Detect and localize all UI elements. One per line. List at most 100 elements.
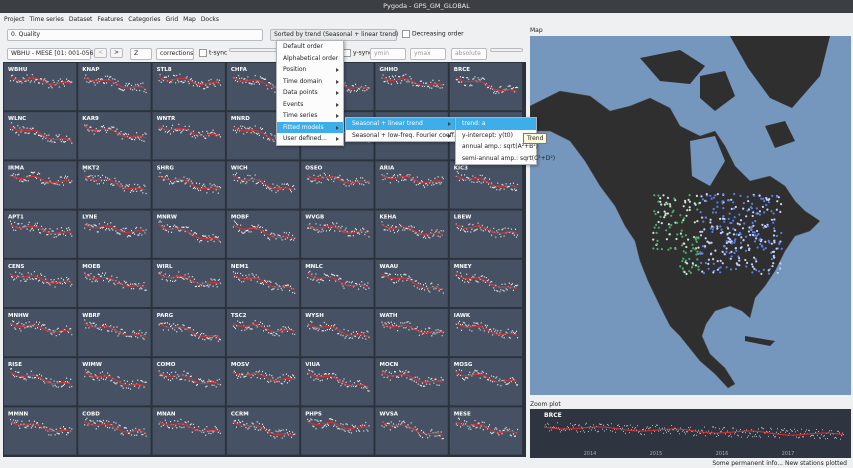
station-tile[interactable] — [226, 309, 300, 357]
station-dot[interactable] — [728, 212, 731, 215]
station-dot[interactable] — [666, 196, 670, 199]
station-dot[interactable] — [663, 216, 666, 219]
station-tile[interactable] — [4, 210, 77, 258]
station-dot[interactable] — [754, 234, 757, 237]
station-dot[interactable] — [720, 228, 723, 231]
station-dot[interactable] — [674, 247, 677, 251]
station-dot[interactable] — [740, 246, 743, 249]
station-tile[interactable] — [301, 161, 374, 209]
station-dot[interactable] — [739, 194, 742, 197]
station-tile[interactable] — [4, 358, 77, 406]
station-dot[interactable] — [694, 264, 697, 267]
station-dot[interactable] — [741, 227, 745, 230]
menu-item[interactable]: Time series — [277, 110, 343, 122]
station-dot[interactable] — [753, 256, 756, 259]
station-tile[interactable] — [152, 161, 225, 209]
station-dot[interactable] — [730, 242, 733, 245]
station-dot[interactable] — [716, 205, 719, 208]
station-dot[interactable] — [766, 208, 769, 211]
station-dot[interactable] — [725, 241, 728, 245]
station-dot[interactable] — [713, 269, 716, 272]
station-dot[interactable] — [764, 240, 767, 243]
station-tile[interactable] — [4, 407, 77, 455]
station-dot[interactable] — [688, 206, 691, 209]
station-dot[interactable] — [684, 259, 687, 262]
station-dot[interactable] — [684, 234, 687, 237]
station-dot[interactable] — [734, 228, 737, 232]
station-dot[interactable] — [772, 254, 775, 258]
station-dot[interactable] — [668, 233, 671, 236]
station-tile[interactable] — [78, 309, 151, 357]
station-dot[interactable] — [770, 242, 773, 245]
station-dot[interactable] — [671, 211, 674, 214]
station-tile[interactable] — [449, 210, 523, 258]
component-dropdown[interactable]: Z — [130, 48, 152, 60]
station-dot[interactable] — [730, 250, 733, 253]
station-dot[interactable] — [763, 225, 767, 228]
station-dot[interactable] — [668, 226, 671, 229]
station-dot[interactable] — [699, 234, 703, 237]
station-dot[interactable] — [755, 260, 758, 263]
station-dot[interactable] — [730, 198, 733, 201]
station-dot[interactable] — [758, 213, 761, 216]
station-dot[interactable] — [684, 251, 687, 254]
station-dot[interactable] — [694, 203, 697, 206]
station-dot[interactable] — [723, 220, 726, 223]
station-dot[interactable] — [716, 260, 719, 263]
ysync-checkbox[interactable]: y-sync — [343, 49, 372, 57]
station-dot[interactable] — [681, 267, 684, 270]
station-dot[interactable] — [721, 262, 724, 265]
station-dot[interactable] — [755, 237, 758, 240]
station-tile[interactable] — [4, 259, 77, 307]
station-dot[interactable] — [773, 241, 776, 244]
station-dot[interactable] — [738, 259, 741, 262]
menu-item[interactable]: User defined... — [277, 133, 343, 145]
station-dot[interactable] — [770, 210, 773, 213]
station-dot[interactable] — [704, 261, 707, 265]
station-dot[interactable] — [767, 201, 770, 204]
station-dot[interactable] — [765, 198, 768, 201]
station-dot[interactable] — [712, 258, 715, 261]
station-dot[interactable] — [759, 243, 762, 246]
station-dot[interactable] — [780, 247, 783, 250]
station-dot[interactable] — [697, 246, 700, 249]
station-dot[interactable] — [657, 226, 660, 229]
station-dot[interactable] — [762, 268, 765, 271]
station-dot[interactable] — [710, 197, 713, 200]
station-dot[interactable] — [659, 197, 662, 200]
station-dot[interactable] — [709, 221, 712, 224]
decreasing-checkbox[interactable]: Decreasing order — [402, 30, 464, 38]
station-dot[interactable] — [680, 244, 684, 247]
station-dot[interactable] — [755, 269, 758, 272]
station-dot[interactable] — [725, 240, 728, 243]
station-dot[interactable] — [729, 257, 732, 260]
date-input[interactable] — [229, 48, 277, 52]
station-dot[interactable] — [744, 249, 748, 252]
station-dot[interactable] — [730, 240, 733, 243]
station-dot[interactable] — [682, 219, 685, 222]
station-dot[interactable] — [751, 265, 754, 268]
station-dot[interactable] — [751, 231, 755, 234]
station-dot[interactable] — [725, 247, 728, 250]
station-dot[interactable] — [762, 248, 765, 251]
station-dot[interactable] — [680, 229, 683, 232]
station-dot[interactable] — [772, 212, 775, 215]
station-dot[interactable] — [747, 244, 750, 247]
station-dot[interactable] — [722, 193, 725, 196]
station-dot[interactable] — [701, 198, 704, 201]
station-dot[interactable] — [696, 208, 699, 211]
station-dot[interactable] — [679, 232, 682, 235]
station-tile[interactable] — [226, 259, 300, 307]
station-tile[interactable] — [449, 358, 523, 406]
station-dot[interactable] — [688, 208, 691, 212]
station-dot[interactable] — [732, 233, 735, 236]
station-dot[interactable] — [729, 268, 732, 271]
station-dot[interactable] — [711, 211, 714, 214]
station-dot[interactable] — [735, 262, 738, 265]
station-dot[interactable] — [687, 238, 690, 241]
station-dot[interactable] — [686, 209, 689, 212]
station-dot[interactable] — [733, 252, 736, 255]
station-dot[interactable] — [704, 237, 707, 240]
station-dot[interactable] — [685, 214, 688, 217]
station-dot[interactable] — [761, 205, 764, 208]
